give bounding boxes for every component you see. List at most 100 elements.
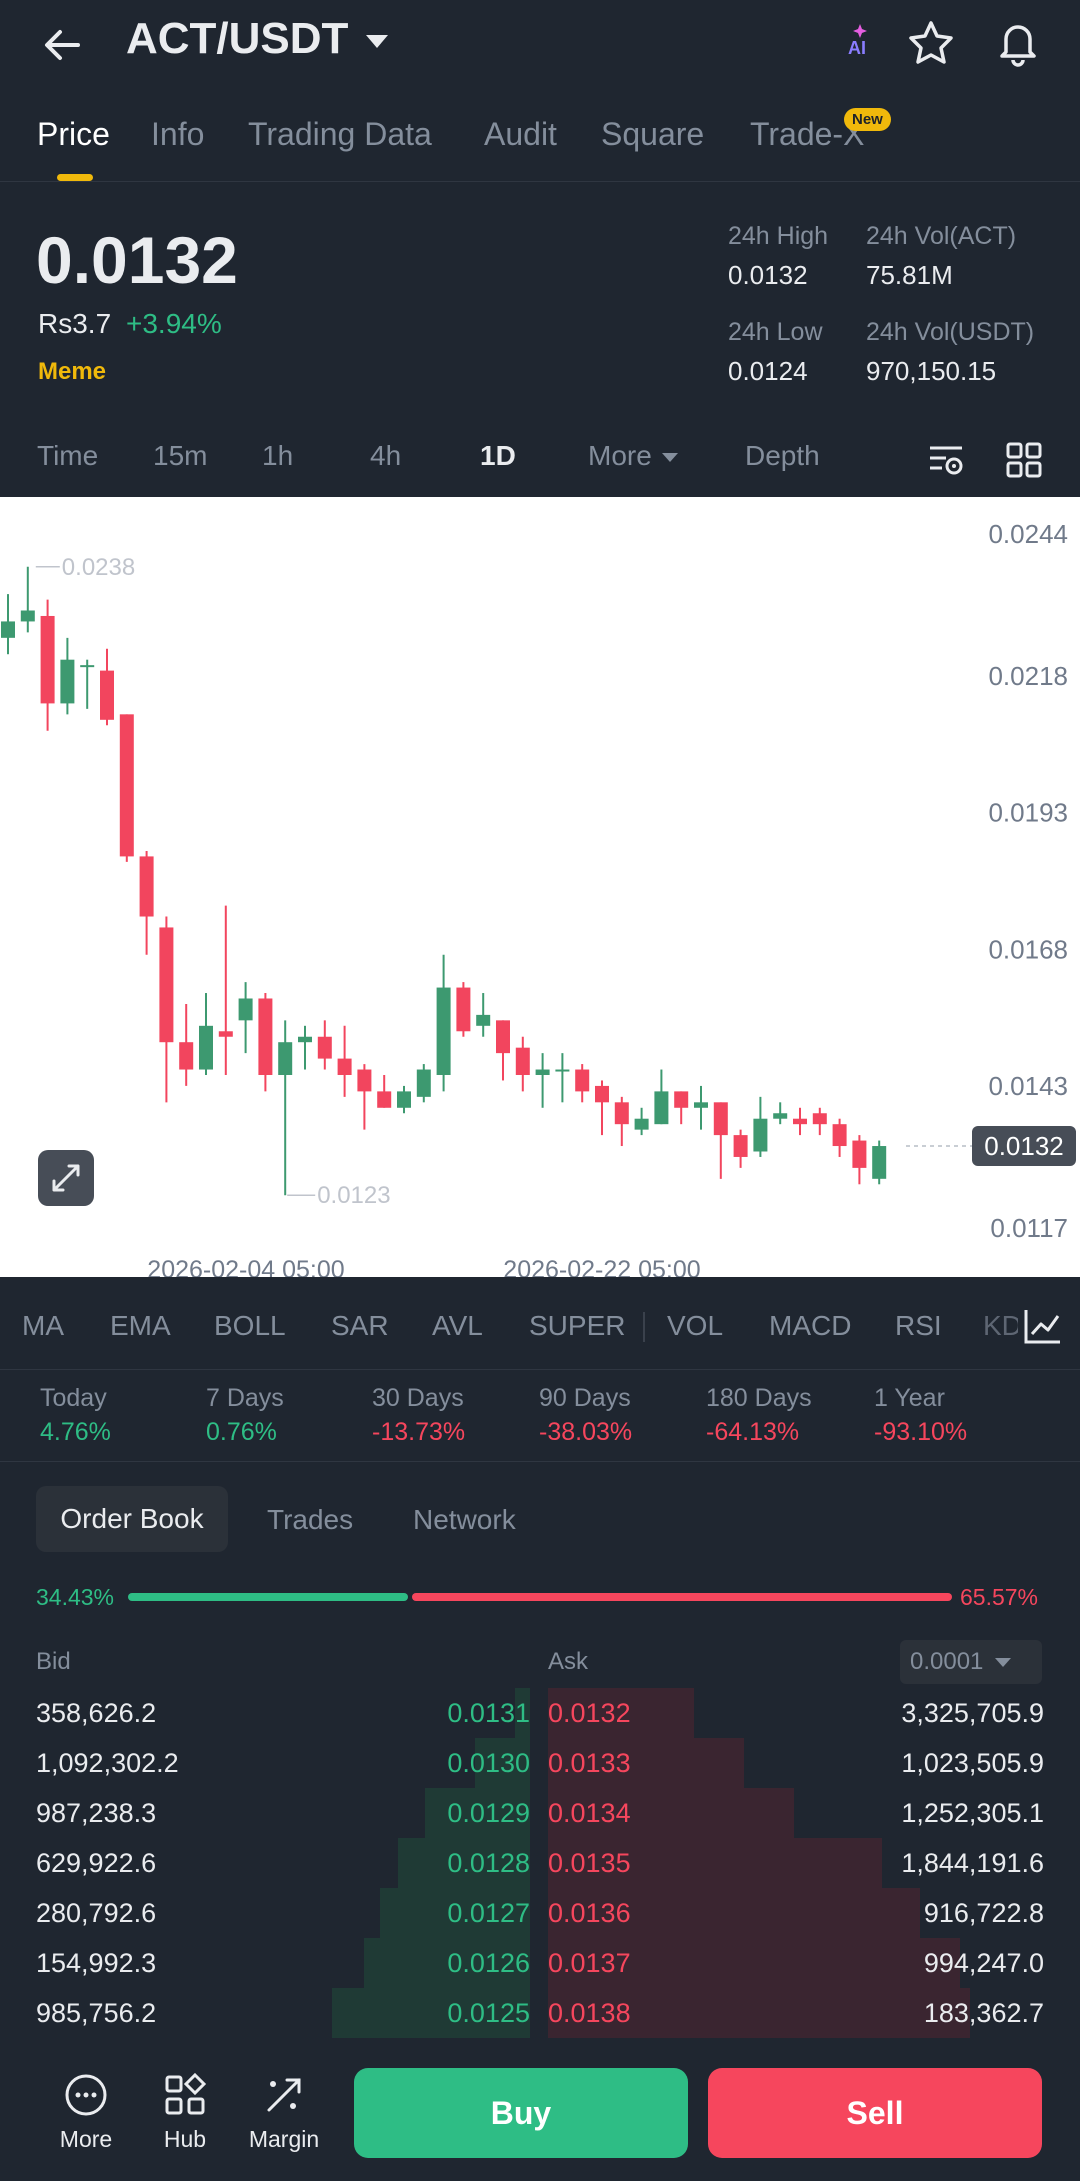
- vol-act-value: 75.81M: [866, 260, 953, 290]
- indicator-vol[interactable]: VOL: [667, 1310, 724, 1341]
- candle-body: [337, 1058, 352, 1075]
- pair-selector[interactable]: ACT/USDT: [126, 14, 389, 64]
- tab-price[interactable]: Price: [37, 116, 110, 152]
- interval-more[interactable]: More: [588, 440, 678, 472]
- ask-quantity: 1,252,305.1: [901, 1798, 1044, 1828]
- ask-price: 0.0136: [548, 1898, 631, 1928]
- candle-body: [357, 1069, 372, 1092]
- candle-body: [298, 1036, 312, 1043]
- new-badge: New: [844, 108, 891, 131]
- period-value: 0.76%: [206, 1418, 277, 1446]
- order-book-row[interactable]: 280,792.6 0.0127 0.0136 916,722.8: [0, 1888, 1080, 1938]
- tab-order-book[interactable]: Order Book: [36, 1486, 228, 1552]
- current-price-badge: [972, 1126, 1076, 1167]
- order-book-row[interactable]: 985,756.2 0.0125 0.0138 183,362.7: [0, 1988, 1080, 2038]
- interval-15m[interactable]: 15m: [153, 440, 208, 471]
- period-label: 90 Days: [539, 1384, 631, 1412]
- ask-depth-bar: [548, 1988, 970, 2038]
- bid-price: 0.0125: [447, 1998, 530, 2028]
- interval-4h[interactable]: 4h: [370, 440, 402, 471]
- candle-body: [199, 1025, 213, 1070]
- candle-body: [793, 1118, 807, 1125]
- price-change: +3.94%: [126, 308, 222, 339]
- tab-audit[interactable]: Audit: [484, 116, 557, 152]
- candle-body: [40, 615, 55, 704]
- interval-1h[interactable]: 1h: [262, 440, 294, 471]
- x-tick-label: 2026-02-04 05:00: [147, 1256, 344, 1277]
- candle-body: [436, 987, 451, 1075]
- indicator-macd[interactable]: MACD: [769, 1310, 852, 1341]
- candle-body: [238, 998, 253, 1021]
- bid-ratio: 34.43%: [36, 1584, 115, 1610]
- indicator-avl[interactable]: AVL: [432, 1310, 483, 1341]
- interval-time[interactable]: Time: [37, 440, 99, 471]
- more-circle-icon: [63, 2072, 109, 2118]
- buy-button[interactable]: Buy: [354, 2068, 688, 2158]
- indicator-super[interactable]: SUPER: [529, 1310, 626, 1341]
- period-label: 1 Year: [874, 1384, 945, 1412]
- bid-quantity: 1,092,302.2: [36, 1748, 179, 1778]
- bell-icon[interactable]: [992, 16, 1044, 68]
- sell-button[interactable]: Sell: [708, 2068, 1042, 2158]
- indicator-sar[interactable]: SAR: [331, 1310, 389, 1341]
- category-tag[interactable]: Meme: [38, 358, 107, 385]
- order-book-row[interactable]: 154,992.3 0.0126 0.0137 994,247.0: [0, 1938, 1080, 1988]
- indicator-settings-icon[interactable]: [1018, 1302, 1068, 1352]
- indicator-ma[interactable]: MA: [22, 1310, 64, 1341]
- tab-trading-data[interactable]: Trading Data: [248, 116, 432, 152]
- ask-quantity: 994,247.0: [923, 1948, 1044, 1978]
- indicator-boll[interactable]: BOLL: [214, 1310, 286, 1341]
- bid-price: 0.0131: [447, 1698, 530, 1728]
- candle-body: [812, 1113, 827, 1125]
- interval-1d[interactable]: 1D: [480, 440, 516, 471]
- order-book-row[interactable]: 987,238.3 0.0129 0.0134 1,252,305.1: [0, 1788, 1080, 1838]
- ask-price: 0.0134: [548, 1798, 631, 1828]
- ask-quantity: 1,844,191.6: [901, 1848, 1044, 1878]
- order-book-row[interactable]: 629,922.6 0.0128 0.0135 1,844,191.6: [0, 1838, 1080, 1888]
- nav-more[interactable]: More: [41, 2072, 131, 2153]
- chart-settings-icon[interactable]: [926, 440, 966, 480]
- pair-title: ACT/USDT: [126, 14, 349, 63]
- expand-icon[interactable]: [38, 1150, 94, 1206]
- chevron-down-icon: [366, 34, 389, 48]
- star-icon[interactable]: [906, 18, 956, 68]
- tab-trades[interactable]: Trades: [267, 1504, 354, 1535]
- bid-quantity: 358,626.2: [36, 1698, 157, 1728]
- tab-info[interactable]: Info: [151, 116, 205, 152]
- period-label: 30 Days: [372, 1384, 464, 1412]
- interval-depth[interactable]: Depth: [745, 440, 820, 471]
- candle-body: [535, 1069, 550, 1075]
- tab-network[interactable]: Network: [413, 1504, 516, 1535]
- precision-value: 0.0001: [910, 1648, 984, 1675]
- candle-body: [1, 621, 15, 638]
- indicator-ema[interactable]: EMA: [110, 1310, 171, 1341]
- indicator-kd[interactable]: KD: [983, 1310, 1022, 1341]
- grid-layout-icon[interactable]: [1004, 440, 1044, 480]
- candle-body: [575, 1069, 590, 1092]
- nav-margin[interactable]: Margin: [239, 2072, 329, 2153]
- period-label: 180 Days: [706, 1384, 812, 1412]
- candlestick-chart[interactable]: 0.0244 0.0218 0.0193 0.0168 0.0143 0.0117 2026…: [0, 497, 1080, 1277]
- precision-select[interactable]: 0.0001: [900, 1640, 1042, 1684]
- candle-body: [832, 1124, 847, 1147]
- ai-icon[interactable]: AI: [836, 20, 880, 64]
- candle-body: [634, 1118, 649, 1130]
- indicator-rsi[interactable]: RSI: [895, 1310, 942, 1341]
- candle-body: [713, 1102, 728, 1136]
- ask-price: 0.0133: [548, 1748, 631, 1778]
- order-book-row[interactable]: 358,626.2 0.0131 0.0132 3,325,705.9: [0, 1688, 1080, 1738]
- low-value: 0.0124: [728, 356, 808, 386]
- candle-body: [555, 1069, 570, 1072]
- order-book-row[interactable]: 1,092,302.2 0.0130 0.0133 1,023,505.9: [0, 1738, 1080, 1788]
- y-tick-label: 0.0193: [988, 798, 1068, 828]
- back-arrow-icon[interactable]: [36, 18, 90, 72]
- tab-square[interactable]: Square: [601, 116, 705, 152]
- header-bar: ACT/USDT AI: [0, 0, 1080, 90]
- bid-depth-bar: [515, 1688, 530, 1738]
- y-tick-label: 0.0143: [988, 1071, 1068, 1101]
- candle-body: [139, 856, 154, 917]
- nav-hub[interactable]: Hub: [140, 2072, 230, 2153]
- y-tick-label: 0.0218: [988, 661, 1068, 691]
- candle-body: [80, 665, 95, 668]
- ask-depth-bar: [548, 1888, 920, 1938]
